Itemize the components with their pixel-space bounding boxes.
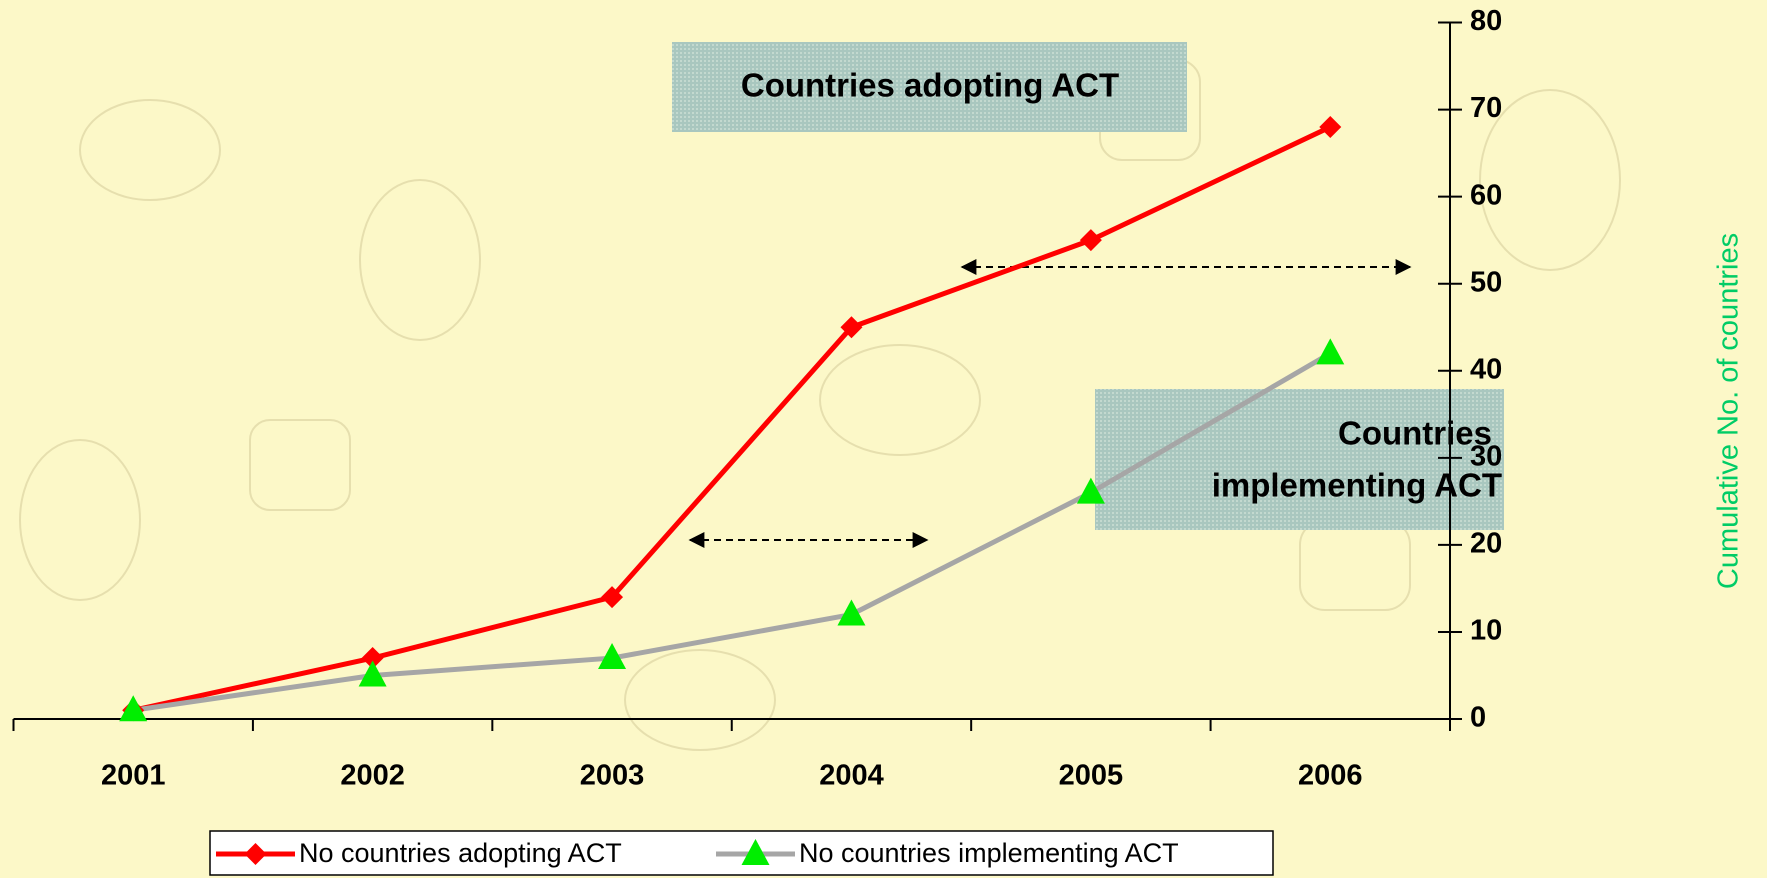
annotation: Countries adopting ACT	[741, 67, 1119, 104]
y-tick-label: 40	[1470, 353, 1502, 385]
x-tick-label: 2003	[580, 760, 645, 792]
chart: Countries adopting ACT Countries impleme…	[0, 0, 1767, 878]
y-tick-label: 0	[1470, 702, 1486, 734]
y-tick-label: 20	[1470, 528, 1502, 560]
x-tick-label: 2005	[1059, 760, 1124, 792]
legend-label: No countries implementing ACT	[799, 838, 1179, 868]
x-tick-label: 2004	[819, 760, 884, 792]
y-tick-label: 50	[1470, 266, 1502, 298]
y-tick-label: 80	[1470, 5, 1502, 37]
y-tick-label: 30	[1470, 440, 1502, 472]
annotation-box	[1095, 389, 1504, 530]
y-tick-label: 10	[1470, 615, 1502, 647]
x-tick-label: 2001	[101, 760, 166, 792]
x-tick-label: 2002	[340, 760, 405, 792]
x-tick-label: 2006	[1298, 760, 1363, 792]
annotation: Countries	[1338, 415, 1492, 452]
y-tick-label: 70	[1470, 92, 1502, 124]
y-axis-label: Cumulative No. of countries	[1713, 233, 1745, 589]
legend-label: No countries adopting ACT	[299, 838, 622, 868]
annotation: implementing ACT	[1212, 467, 1502, 504]
y-tick-label: 60	[1470, 179, 1502, 211]
